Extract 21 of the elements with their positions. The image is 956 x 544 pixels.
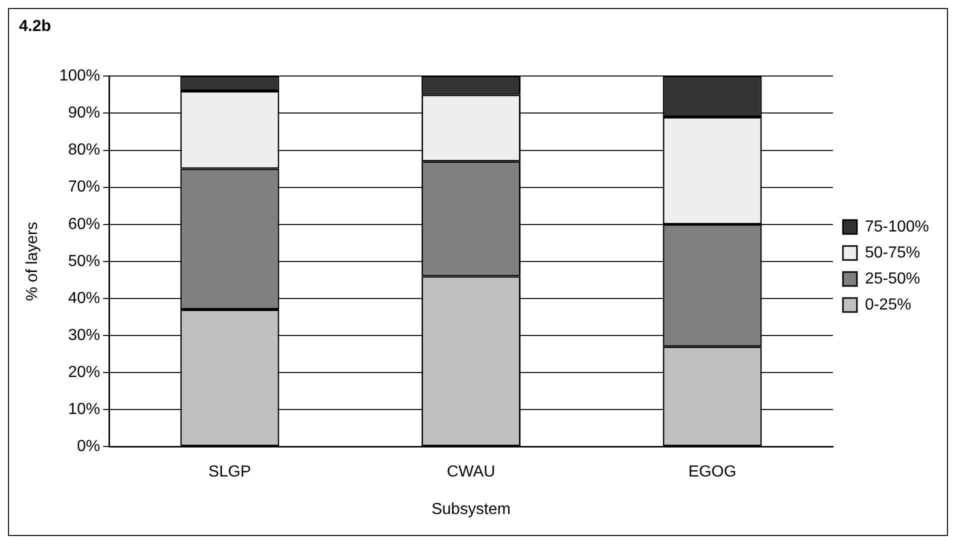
y-tick-label: 50% — [68, 252, 100, 270]
y-tick-label: 20% — [68, 364, 100, 381]
y-tick-label: 70% — [68, 178, 100, 196]
x-tick-label: SLGP — [208, 464, 252, 481]
y-tick-label: 0% — [76, 438, 100, 456]
y-tick-label: 90% — [68, 104, 100, 122]
y-tick-label: 60% — [68, 216, 100, 233]
x-tick-label: EGOG — [688, 464, 736, 481]
y-tick-label: 10% — [68, 400, 100, 418]
y-tick-label: 40% — [68, 290, 100, 307]
legend-label: 25-50% — [864, 270, 920, 288]
chart-title: 4.2b — [19, 18, 52, 36]
y-tick-label: 80% — [68, 142, 100, 159]
x-axis-title: Subsystem — [431, 500, 511, 518]
x-tick-label: CWAU — [446, 464, 496, 481]
legend-label: 0-25% — [864, 296, 912, 314]
legend-label: 50-75% — [864, 244, 920, 262]
y-axis-title: % of layers — [24, 222, 42, 301]
y-tick-label: 30% — [68, 326, 100, 344]
legend-label: 75-100% — [864, 218, 929, 236]
y-tick-label: 100% — [59, 68, 100, 85]
